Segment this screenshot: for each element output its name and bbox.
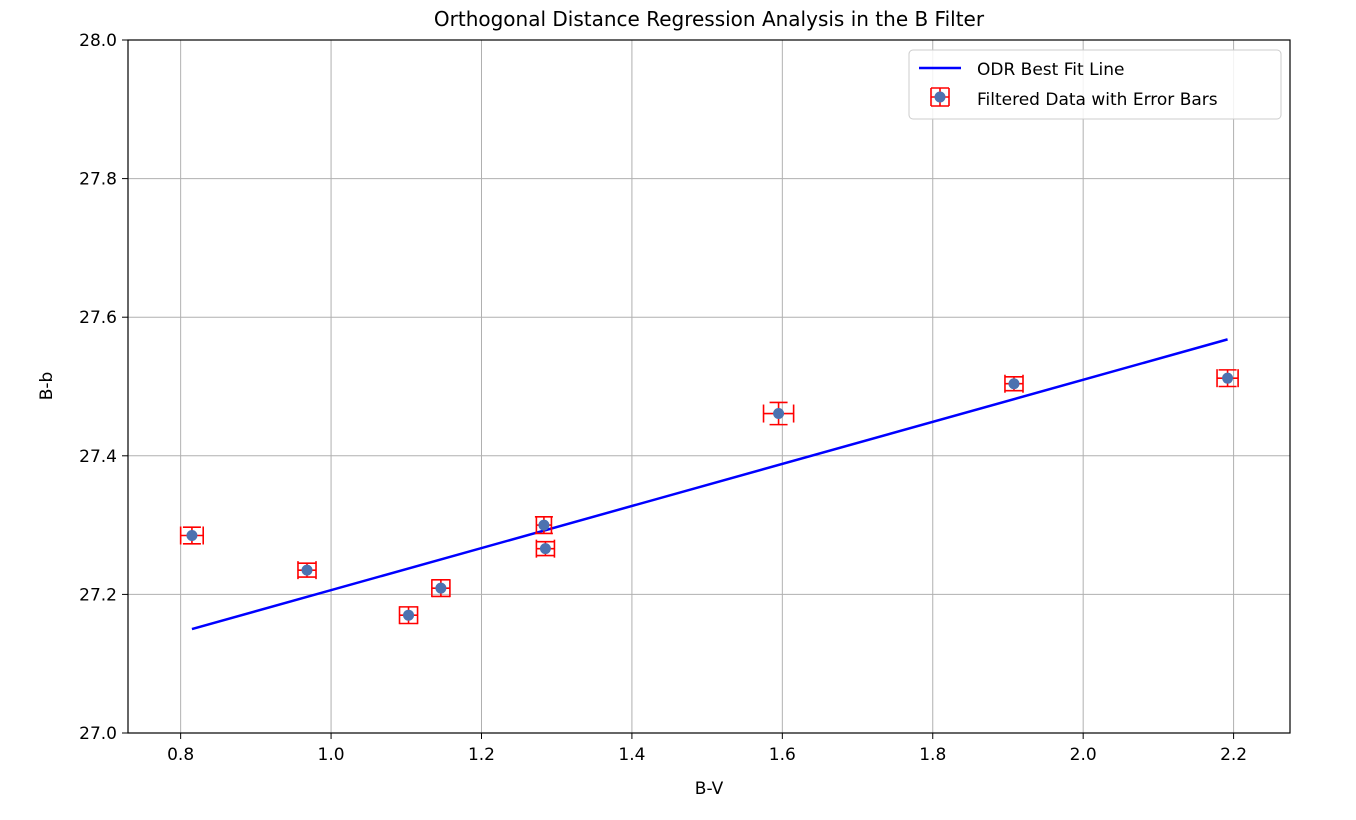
y-tick-label: 27.0: [79, 724, 117, 744]
x-tick-label: 2.0: [1070, 745, 1097, 765]
data-marker: [1008, 378, 1020, 390]
data-point: [762, 401, 795, 426]
data-point: [1004, 374, 1024, 393]
y-tick-label: 27.8: [79, 170, 117, 190]
data-point: [535, 539, 556, 558]
data-marker: [301, 564, 313, 576]
data-marker: [539, 543, 551, 555]
x-tick-label: 1.0: [318, 745, 345, 765]
legend: ODR Best Fit Line Filtered Data with Err…: [908, 49, 1282, 120]
legend-errorbar-swatch: [930, 87, 950, 107]
x-tick-label: 0.8: [167, 745, 194, 765]
legend-label-data: Filtered Data with Error Bars: [977, 90, 1218, 110]
data-marker: [435, 582, 447, 594]
y-tick-label: 28.0: [79, 31, 117, 51]
y-tick-label: 27.6: [79, 308, 117, 328]
y-tick-label: 27.4: [79, 447, 117, 467]
x-tick-label: 1.6: [769, 745, 796, 765]
data-marker: [538, 519, 550, 531]
y-axis-ticks: 27.0 27.2 27.4 27.6 27.8 28.0: [79, 31, 128, 744]
y-tick-label: 27.2: [79, 585, 117, 605]
x-axis-label: B-V: [695, 779, 724, 799]
data-marker: [403, 609, 415, 621]
y-axis-label: B-b: [37, 372, 57, 401]
data-marker: [773, 408, 785, 420]
grid-lines: [128, 39, 1290, 734]
data-marker: [1222, 372, 1234, 384]
data-point: [534, 515, 553, 535]
x-tick-label: 2.2: [1220, 745, 1247, 765]
chart-title: Orthogonal Distance Regression Analysis …: [434, 7, 985, 31]
data-point: [431, 579, 451, 598]
legend-label-fit-line: ODR Best Fit Line: [977, 60, 1125, 80]
odr-best-fit-line: [191, 338, 1228, 631]
legend-box: [908, 49, 1282, 120]
data-marker: [186, 529, 198, 541]
x-axis-ticks: 0.8 1.0 1.2 1.4 1.6 1.8 2.0 2.2: [167, 733, 1247, 765]
plot-area-frame: [127, 39, 1291, 734]
data-point: [1216, 369, 1239, 388]
fit-line-layer: [191, 338, 1228, 631]
data-point: [398, 606, 419, 625]
x-tick-label: 1.4: [618, 745, 645, 765]
x-tick-label: 1.8: [919, 745, 946, 765]
data-point: [179, 526, 205, 545]
data-point: [297, 561, 317, 580]
x-tick-label: 1.2: [468, 745, 495, 765]
data-points-layer: [179, 369, 1239, 625]
